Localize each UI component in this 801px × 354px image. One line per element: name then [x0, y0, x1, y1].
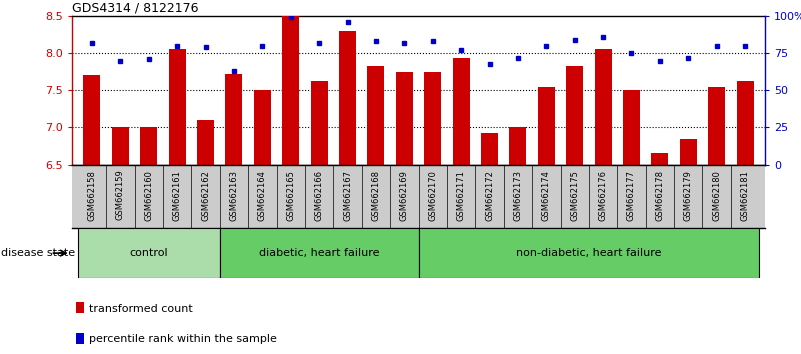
- Bar: [623, 90, 640, 165]
- Text: percentile rank within the sample: percentile rank within the sample: [90, 335, 277, 344]
- Bar: [219, 228, 419, 278]
- Bar: [75, 333, 84, 344]
- Text: diabetic, heart failure: diabetic, heart failure: [259, 248, 380, 258]
- Text: GSM662173: GSM662173: [513, 170, 522, 221]
- Text: GSM662176: GSM662176: [598, 170, 608, 221]
- Bar: [481, 133, 498, 165]
- Text: control: control: [130, 248, 168, 258]
- Bar: [680, 139, 697, 165]
- Bar: [537, 87, 555, 165]
- Text: GSM662161: GSM662161: [173, 170, 182, 221]
- Bar: [396, 72, 413, 165]
- Text: disease state: disease state: [1, 248, 75, 258]
- Text: GSM662179: GSM662179: [684, 170, 693, 221]
- Text: transformed count: transformed count: [90, 303, 193, 314]
- Text: GSM662165: GSM662165: [286, 170, 296, 221]
- Text: GSM662172: GSM662172: [485, 170, 494, 221]
- Text: GSM662175: GSM662175: [570, 170, 579, 221]
- Text: GSM662164: GSM662164: [258, 170, 267, 221]
- Text: GSM662159: GSM662159: [116, 170, 125, 221]
- Bar: [112, 127, 129, 165]
- Bar: [254, 90, 271, 165]
- Text: GSM662178: GSM662178: [655, 170, 664, 221]
- Bar: [83, 75, 100, 165]
- Text: GSM662163: GSM662163: [229, 170, 239, 221]
- Bar: [311, 81, 328, 165]
- Text: GDS4314 / 8122176: GDS4314 / 8122176: [72, 2, 199, 15]
- Bar: [737, 81, 754, 165]
- Text: GSM662181: GSM662181: [741, 170, 750, 221]
- Bar: [197, 120, 214, 165]
- Text: GSM662171: GSM662171: [457, 170, 465, 221]
- Bar: [566, 67, 583, 165]
- Bar: [140, 127, 157, 165]
- Bar: [708, 87, 725, 165]
- Bar: [509, 127, 526, 165]
- Text: GSM662169: GSM662169: [400, 170, 409, 221]
- Text: GSM662174: GSM662174: [541, 170, 551, 221]
- Bar: [594, 49, 612, 165]
- Text: GSM662162: GSM662162: [201, 170, 210, 221]
- Bar: [425, 72, 441, 165]
- Text: GSM662166: GSM662166: [315, 170, 324, 221]
- Bar: [75, 302, 84, 313]
- Bar: [339, 31, 356, 165]
- Text: GSM662170: GSM662170: [429, 170, 437, 221]
- Bar: [368, 67, 384, 165]
- Bar: [225, 74, 243, 165]
- Bar: [651, 154, 668, 165]
- Text: GSM662177: GSM662177: [627, 170, 636, 221]
- Bar: [169, 49, 186, 165]
- Text: GSM662160: GSM662160: [144, 170, 153, 221]
- Text: non-diabetic, heart failure: non-diabetic, heart failure: [516, 248, 662, 258]
- Bar: [78, 228, 219, 278]
- Bar: [282, 16, 300, 165]
- Text: GSM662180: GSM662180: [712, 170, 721, 221]
- Bar: [418, 228, 759, 278]
- Text: GSM662168: GSM662168: [372, 170, 380, 221]
- Text: GSM662167: GSM662167: [343, 170, 352, 221]
- Text: GSM662158: GSM662158: [87, 170, 96, 221]
- Bar: [453, 58, 469, 165]
